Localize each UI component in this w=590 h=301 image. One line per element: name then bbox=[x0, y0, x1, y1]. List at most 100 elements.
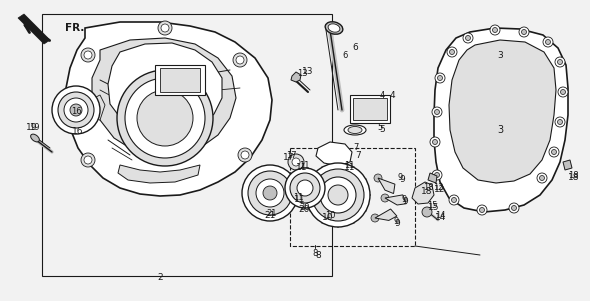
Ellipse shape bbox=[344, 125, 366, 135]
Polygon shape bbox=[291, 72, 301, 82]
Circle shape bbox=[312, 169, 364, 221]
Polygon shape bbox=[449, 40, 556, 183]
Circle shape bbox=[292, 158, 300, 166]
Circle shape bbox=[248, 190, 255, 197]
Circle shape bbox=[310, 195, 315, 200]
Circle shape bbox=[263, 186, 277, 200]
Circle shape bbox=[543, 37, 553, 47]
Text: 4: 4 bbox=[379, 91, 385, 100]
Text: 15: 15 bbox=[428, 203, 440, 212]
Circle shape bbox=[84, 51, 92, 59]
Circle shape bbox=[117, 70, 213, 166]
Bar bbox=[290, 148, 415, 246]
Text: 14: 14 bbox=[435, 210, 445, 219]
Circle shape bbox=[320, 177, 356, 213]
Circle shape bbox=[64, 98, 88, 122]
Circle shape bbox=[560, 89, 565, 95]
Text: 7: 7 bbox=[355, 150, 361, 160]
Circle shape bbox=[236, 56, 244, 64]
Circle shape bbox=[58, 92, 94, 128]
Circle shape bbox=[76, 104, 84, 112]
Circle shape bbox=[81, 153, 95, 167]
Circle shape bbox=[290, 173, 320, 203]
Text: 10: 10 bbox=[324, 210, 335, 219]
Text: 13: 13 bbox=[302, 67, 314, 76]
Circle shape bbox=[284, 190, 291, 197]
Text: 12: 12 bbox=[432, 184, 443, 193]
Circle shape bbox=[125, 78, 205, 158]
Polygon shape bbox=[385, 195, 407, 205]
Text: 19: 19 bbox=[26, 123, 38, 132]
Text: 9: 9 bbox=[402, 197, 408, 206]
Circle shape bbox=[73, 101, 87, 115]
Circle shape bbox=[279, 202, 286, 209]
Circle shape bbox=[546, 39, 550, 45]
Circle shape bbox=[558, 87, 568, 97]
Text: 9: 9 bbox=[394, 219, 400, 228]
Circle shape bbox=[432, 107, 442, 117]
Circle shape bbox=[381, 194, 389, 202]
Text: 8: 8 bbox=[315, 250, 321, 259]
Text: 12: 12 bbox=[434, 185, 445, 194]
Ellipse shape bbox=[325, 22, 343, 34]
Text: 19: 19 bbox=[29, 123, 40, 132]
Circle shape bbox=[432, 139, 438, 144]
Text: 7: 7 bbox=[353, 144, 359, 153]
Ellipse shape bbox=[31, 134, 40, 142]
Circle shape bbox=[555, 57, 565, 67]
Circle shape bbox=[84, 156, 92, 164]
Circle shape bbox=[477, 205, 487, 215]
Text: 17: 17 bbox=[283, 153, 295, 162]
Text: 13: 13 bbox=[297, 69, 307, 77]
Polygon shape bbox=[118, 165, 200, 183]
Bar bbox=[350, 95, 390, 123]
Circle shape bbox=[329, 149, 339, 159]
Text: 9: 9 bbox=[399, 175, 405, 185]
Circle shape bbox=[81, 48, 95, 62]
Circle shape bbox=[254, 202, 261, 209]
Text: 16: 16 bbox=[72, 128, 84, 136]
Circle shape bbox=[558, 60, 562, 64]
Circle shape bbox=[449, 195, 459, 205]
Text: 11: 11 bbox=[296, 163, 308, 172]
Circle shape bbox=[418, 189, 426, 197]
Circle shape bbox=[539, 175, 545, 181]
Text: 18: 18 bbox=[568, 170, 578, 179]
Polygon shape bbox=[86, 95, 105, 120]
Circle shape bbox=[52, 86, 100, 134]
Circle shape bbox=[451, 197, 457, 203]
Text: 18: 18 bbox=[422, 184, 433, 193]
Circle shape bbox=[512, 206, 516, 210]
Circle shape bbox=[291, 180, 297, 185]
Text: 20: 20 bbox=[299, 206, 310, 215]
Text: 10: 10 bbox=[322, 213, 334, 222]
Circle shape bbox=[297, 180, 313, 196]
Text: FR.: FR. bbox=[65, 23, 84, 33]
Text: 11: 11 bbox=[293, 194, 303, 203]
Circle shape bbox=[447, 47, 457, 57]
Polygon shape bbox=[563, 160, 572, 170]
Circle shape bbox=[137, 90, 193, 146]
Text: 2: 2 bbox=[157, 274, 163, 283]
Bar bbox=[155, 65, 205, 95]
Text: 4: 4 bbox=[389, 91, 395, 100]
Text: 18: 18 bbox=[421, 188, 432, 197]
Text: 17: 17 bbox=[286, 150, 296, 160]
Circle shape bbox=[509, 203, 519, 213]
Circle shape bbox=[267, 172, 274, 178]
Circle shape bbox=[555, 117, 565, 127]
Circle shape bbox=[422, 207, 432, 217]
Circle shape bbox=[552, 150, 556, 154]
Bar bbox=[353, 98, 387, 120]
Polygon shape bbox=[412, 182, 434, 204]
Circle shape bbox=[285, 168, 325, 208]
Polygon shape bbox=[316, 142, 352, 166]
Circle shape bbox=[493, 27, 497, 33]
Circle shape bbox=[480, 207, 484, 213]
Polygon shape bbox=[92, 38, 236, 156]
Text: 3: 3 bbox=[497, 51, 503, 60]
Circle shape bbox=[371, 214, 379, 222]
Polygon shape bbox=[66, 22, 272, 196]
Text: 11: 11 bbox=[294, 196, 306, 204]
Circle shape bbox=[519, 27, 529, 37]
